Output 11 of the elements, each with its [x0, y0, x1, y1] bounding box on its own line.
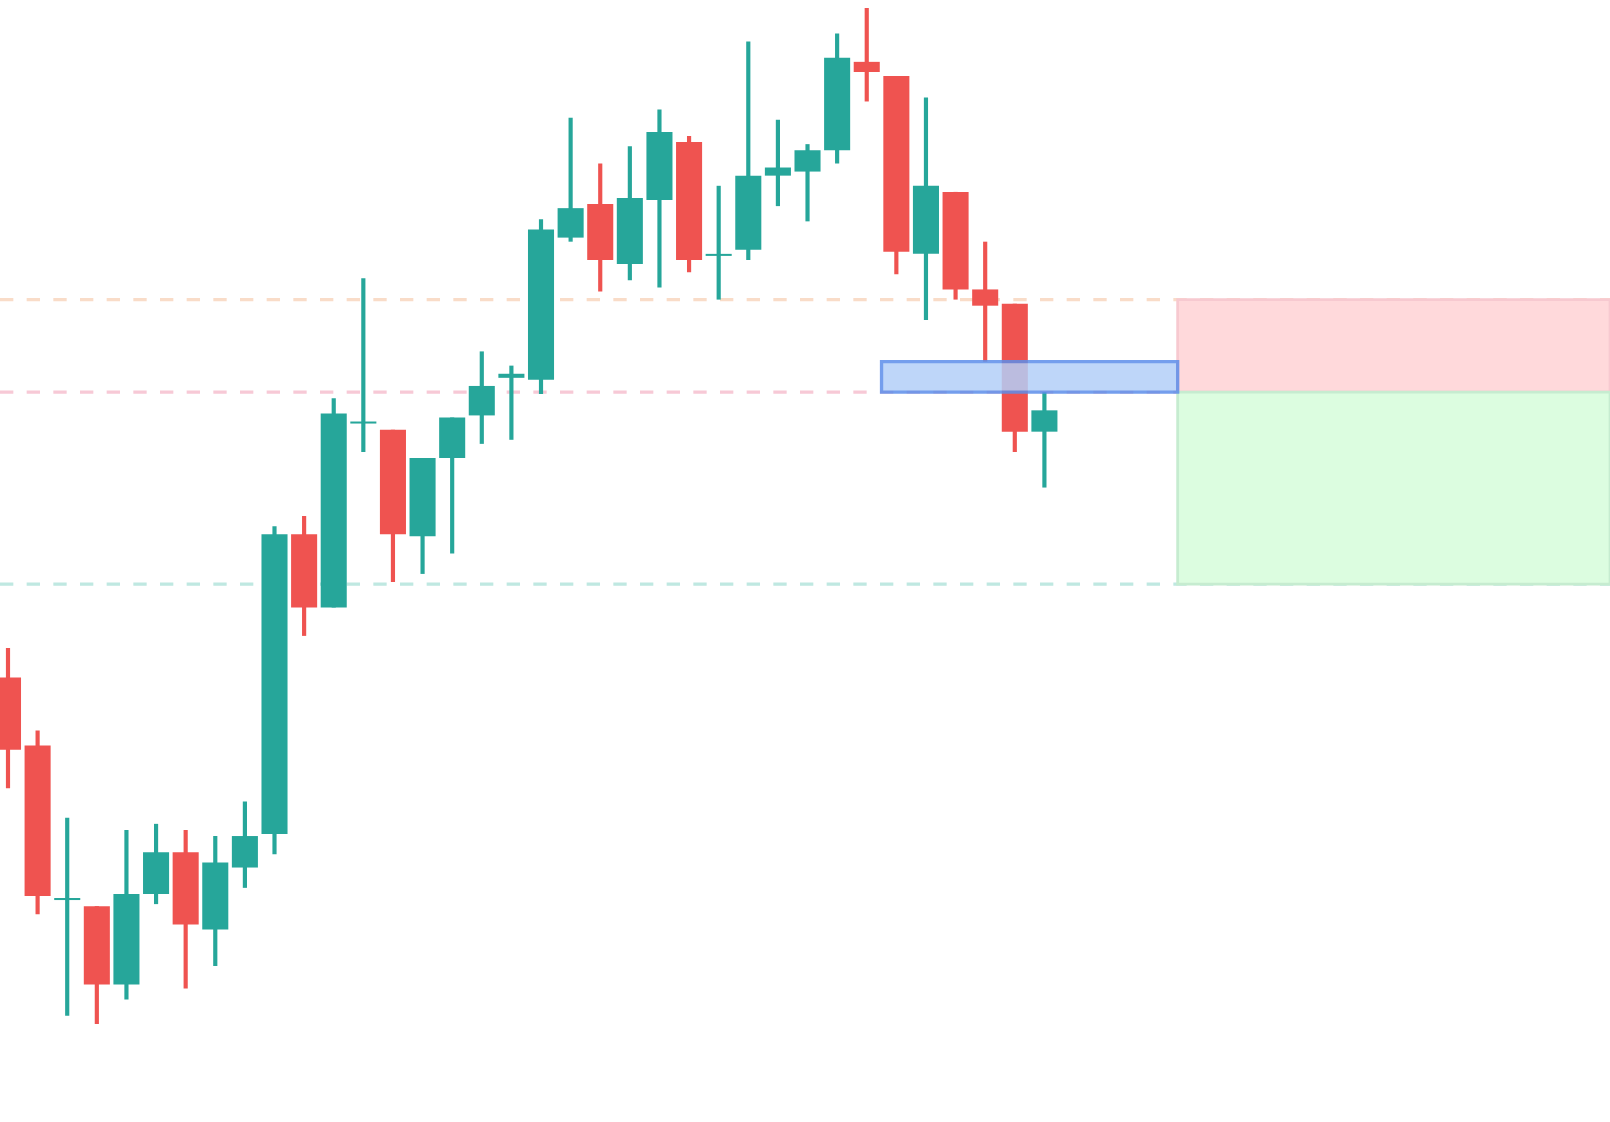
- candlestick: [972, 239, 999, 364]
- candlestick: [439, 415, 466, 556]
- candlestick: [54, 815, 81, 1018]
- candlestick: [557, 115, 584, 244]
- candlestick: [468, 349, 495, 446]
- candlestick: [705, 183, 732, 302]
- candlestick: [498, 363, 525, 442]
- candlestick: [1031, 389, 1058, 490]
- candlestick: [853, 8, 880, 104]
- candlestick: [143, 821, 170, 907]
- candlestick: [231, 799, 258, 890]
